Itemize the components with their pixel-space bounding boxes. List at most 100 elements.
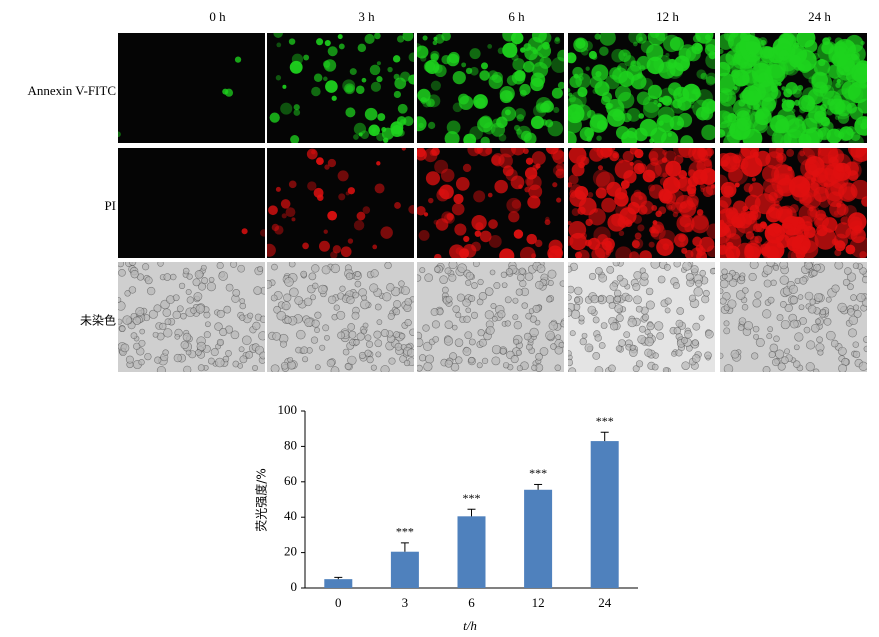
cell [274,225,284,235]
cell [462,163,472,173]
cell [419,267,426,274]
cell [752,298,762,308]
cell [850,294,857,301]
cell [513,320,523,330]
cell [607,213,626,232]
cell [615,314,624,323]
cell [216,338,225,347]
cell [423,212,429,217]
cell [338,43,345,50]
cell [700,168,715,185]
cell [269,112,280,123]
cell [844,161,859,176]
cell [843,66,851,73]
cell [452,102,463,113]
cell [327,210,338,221]
cell [638,113,645,119]
cell [636,91,651,106]
x-axis-label: t/h [463,618,477,633]
cell [214,322,223,331]
cell [852,350,861,359]
cell [118,301,126,311]
cell [568,294,572,301]
cell [312,282,319,290]
cell [692,236,703,247]
cell [590,294,600,304]
cell [484,287,494,296]
cell [288,262,296,268]
cell [462,298,471,307]
cell [259,315,265,323]
cell [436,188,450,202]
cell [520,130,532,142]
cell [681,337,688,344]
cell [444,267,452,275]
cell [618,49,631,62]
cell [852,341,859,348]
cell [609,282,618,291]
cell [499,248,515,258]
cell [640,200,654,215]
cell [618,158,624,164]
cell [568,358,574,367]
cell [804,171,812,179]
cell [183,365,192,372]
cell [786,148,795,157]
cell [571,163,585,177]
cell [325,65,330,70]
cell [633,271,642,280]
cell [863,124,867,129]
cell [784,303,793,313]
cell [701,295,710,304]
cell [554,364,562,372]
cell [676,307,685,315]
bar [457,516,486,588]
cell [848,328,857,338]
cell [632,214,643,224]
cell [691,339,699,347]
cell [512,314,519,321]
cell [534,239,543,248]
cell [580,48,589,56]
cell [749,149,759,158]
cell [310,294,316,301]
cell [705,72,715,85]
cell [353,339,360,346]
cell [206,282,216,292]
cell [663,34,681,53]
cell [698,148,708,158]
cell [347,187,355,195]
cell [502,362,510,369]
cell [720,33,734,50]
cell [769,115,786,132]
cell [374,183,385,194]
cell [672,98,683,109]
cell [394,202,401,209]
cell [293,109,301,116]
cell [434,253,442,258]
cell [376,76,383,83]
y-tick-label: 40 [284,508,297,523]
cell [324,334,330,341]
cell [515,288,523,296]
cell [775,349,785,359]
cell [443,336,454,346]
cell [836,203,849,216]
cell [504,320,511,327]
cell [376,61,381,66]
cell [672,211,679,218]
cell [216,309,225,318]
cell [710,184,715,189]
cell [364,33,375,45]
cell [587,305,597,315]
cell [224,88,234,97]
cell [300,270,308,278]
cell [672,281,680,290]
cell [499,90,513,104]
cell [403,116,414,127]
cell [709,268,715,275]
cell [600,322,608,329]
cell [771,358,780,367]
cell [550,148,564,160]
cell [554,37,561,45]
